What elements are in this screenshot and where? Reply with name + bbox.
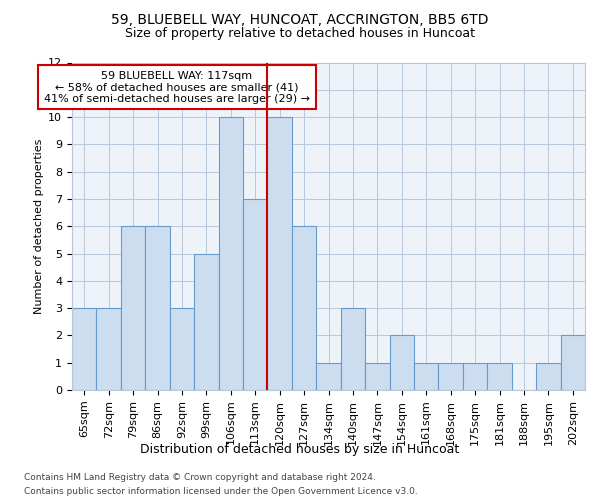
Bar bbox=[121, 226, 145, 390]
Text: 59, BLUEBELL WAY, HUNCOAT, ACCRINGTON, BB5 6TD: 59, BLUEBELL WAY, HUNCOAT, ACCRINGTON, B… bbox=[111, 12, 489, 26]
Bar bbox=[145, 226, 170, 390]
Bar bbox=[560, 336, 585, 390]
Bar bbox=[341, 308, 365, 390]
Bar bbox=[487, 362, 512, 390]
Text: Contains HM Land Registry data © Crown copyright and database right 2024.: Contains HM Land Registry data © Crown c… bbox=[24, 472, 376, 482]
Bar bbox=[439, 362, 463, 390]
Bar bbox=[316, 362, 341, 390]
Bar bbox=[536, 362, 560, 390]
Bar bbox=[389, 336, 414, 390]
Bar bbox=[218, 117, 243, 390]
Bar bbox=[463, 362, 487, 390]
Bar bbox=[97, 308, 121, 390]
Bar bbox=[292, 226, 316, 390]
Bar bbox=[268, 117, 292, 390]
Bar bbox=[243, 199, 268, 390]
Bar bbox=[414, 362, 439, 390]
Bar bbox=[194, 254, 218, 390]
Bar bbox=[72, 308, 97, 390]
Bar bbox=[170, 308, 194, 390]
Text: Distribution of detached houses by size in Huncoat: Distribution of detached houses by size … bbox=[140, 442, 460, 456]
Text: 59 BLUEBELL WAY: 117sqm
← 58% of detached houses are smaller (41)
41% of semi-de: 59 BLUEBELL WAY: 117sqm ← 58% of detache… bbox=[44, 70, 310, 104]
Text: Contains public sector information licensed under the Open Government Licence v3: Contains public sector information licen… bbox=[24, 488, 418, 496]
Bar bbox=[365, 362, 389, 390]
Text: Size of property relative to detached houses in Huncoat: Size of property relative to detached ho… bbox=[125, 28, 475, 40]
Y-axis label: Number of detached properties: Number of detached properties bbox=[34, 138, 44, 314]
